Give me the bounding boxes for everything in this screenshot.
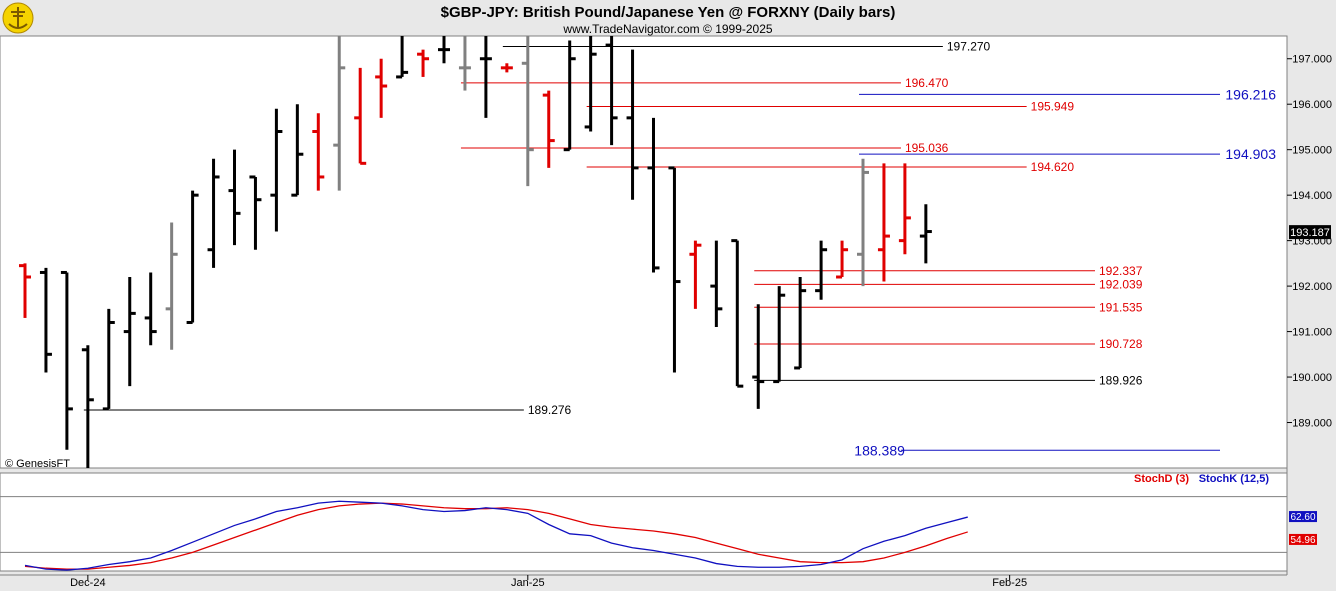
x-axis: Dec-24 Jan-25 Feb-25	[70, 575, 1027, 589]
ohlc-bar	[396, 36, 409, 79]
ohlc-bar	[500, 63, 513, 73]
y-tick-label: 190.000	[1292, 372, 1332, 384]
ohlc-bar	[249, 175, 262, 250]
level-label: 195.949	[1031, 100, 1075, 114]
level-label: 197.270	[947, 39, 991, 53]
level-label: 189.926	[1099, 373, 1143, 387]
ohlc-bars	[19, 36, 932, 468]
current-price-tag: 193.187	[1289, 225, 1331, 240]
level-label: 191.535	[1099, 300, 1143, 314]
ohlc-bar	[333, 36, 346, 191]
stochk-legend: StochK (12,5)	[1199, 473, 1270, 485]
ohlc-bar	[584, 36, 597, 132]
current-price-label: 193.187	[1290, 227, 1330, 239]
ohlc-bar	[773, 286, 786, 384]
level-label: 189.276	[528, 403, 572, 417]
ohlc-bar	[270, 108, 283, 232]
ohlc-bar	[186, 190, 199, 324]
stoch-value-box	[1289, 533, 1317, 545]
y-tick-label: 191.000	[1292, 327, 1332, 339]
ohlc-bar	[521, 36, 534, 187]
y-tick-label: 194.000	[1292, 190, 1332, 202]
ohlc-bar	[877, 163, 890, 282]
ohlc-bar	[19, 263, 31, 318]
ohlc-bar	[375, 58, 388, 118]
level-label: 190.728	[1099, 337, 1143, 351]
ohlc-bar	[752, 304, 765, 409]
ohlc-bar	[542, 90, 555, 168]
ohlc-bar	[123, 277, 136, 387]
ohlc-bar	[417, 49, 430, 77]
ohlc-bar	[898, 163, 911, 255]
ohlc-bar	[626, 49, 639, 200]
x-tick-label: Dec-24	[70, 577, 105, 589]
ohlc-bar	[39, 267, 52, 373]
ohlc-bar	[438, 36, 450, 64]
ohlc-bar	[668, 166, 681, 373]
y-tick-label: 192.000	[1292, 281, 1332, 293]
ohlc-bar	[563, 40, 576, 152]
y-tick-label: 197.000	[1292, 54, 1332, 66]
stoch-value-label: 54.96	[1290, 535, 1315, 546]
y-tick-label: 196.000	[1292, 99, 1332, 111]
ohlc-bar	[228, 149, 241, 246]
ohlc-bar	[794, 277, 807, 370]
ohlc-bar	[919, 204, 932, 264]
chart-subtitle: www.TradeNavigator.com © 1999-2025	[562, 22, 772, 36]
stochastic-lines: 54.96 62.60	[0, 496, 1317, 571]
level-lines: 197.270 196.470 196.216 195.949 195.036 194.9…	[83, 39, 1276, 458]
stoch-value-label: 62.60	[1290, 512, 1315, 523]
trade-navigator-logo	[2, 2, 34, 34]
stoch-series-line	[24, 500, 968, 571]
ohlc-bar	[60, 270, 73, 450]
ohlc-bar	[102, 308, 115, 411]
indicator-panel[interactable]	[0, 472, 1288, 572]
ohlc-bar	[312, 113, 325, 191]
y-tick-label: 189.000	[1292, 418, 1332, 430]
ohlc-bar	[710, 240, 723, 328]
y-axis: 189.000190.000191.000192.000193.000194.0…	[1287, 54, 1332, 430]
chart-title: $GBP-JPY: British Pound/Japanese Yen @ F…	[441, 4, 896, 21]
x-tick-label: Jan-25	[511, 577, 545, 589]
level-label: 192.337	[1099, 264, 1143, 278]
ohlc-bar	[144, 272, 157, 346]
ohlc-bar	[81, 345, 94, 468]
ohlc-bar	[354, 67, 367, 165]
level-label: 196.470	[905, 76, 949, 90]
ohlc-bar	[207, 158, 220, 268]
level-label: 194.620	[1031, 160, 1075, 174]
ohlc-bar	[857, 158, 869, 287]
y-tick-label: 195.000	[1292, 145, 1332, 157]
ohlc-bar	[689, 240, 702, 309]
ohlc-bar	[479, 36, 492, 118]
ohlc-bar	[647, 117, 660, 273]
ohlc-bar	[731, 239, 744, 388]
ohlc-bar	[815, 240, 828, 300]
ohlc-bar	[836, 240, 849, 279]
level-label: 188.389	[854, 442, 905, 458]
level-label: 196.216	[1225, 86, 1276, 102]
level-label: 192.039	[1099, 277, 1143, 291]
x-tick-label: Feb-25	[992, 577, 1027, 589]
ohlc-bar	[458, 36, 471, 91]
level-label: 195.036	[905, 141, 949, 155]
stoch-value-box	[1289, 511, 1317, 523]
current-price-box	[1289, 225, 1331, 240]
ohlc-bar	[291, 104, 304, 197]
ohlc-bar	[605, 36, 618, 146]
copyright-label: © GenesisFT	[5, 458, 70, 470]
stochd-legend: StochD (3)	[1134, 473, 1189, 485]
level-label: 194.903	[1225, 146, 1276, 162]
ohlc-bar	[165, 222, 178, 350]
